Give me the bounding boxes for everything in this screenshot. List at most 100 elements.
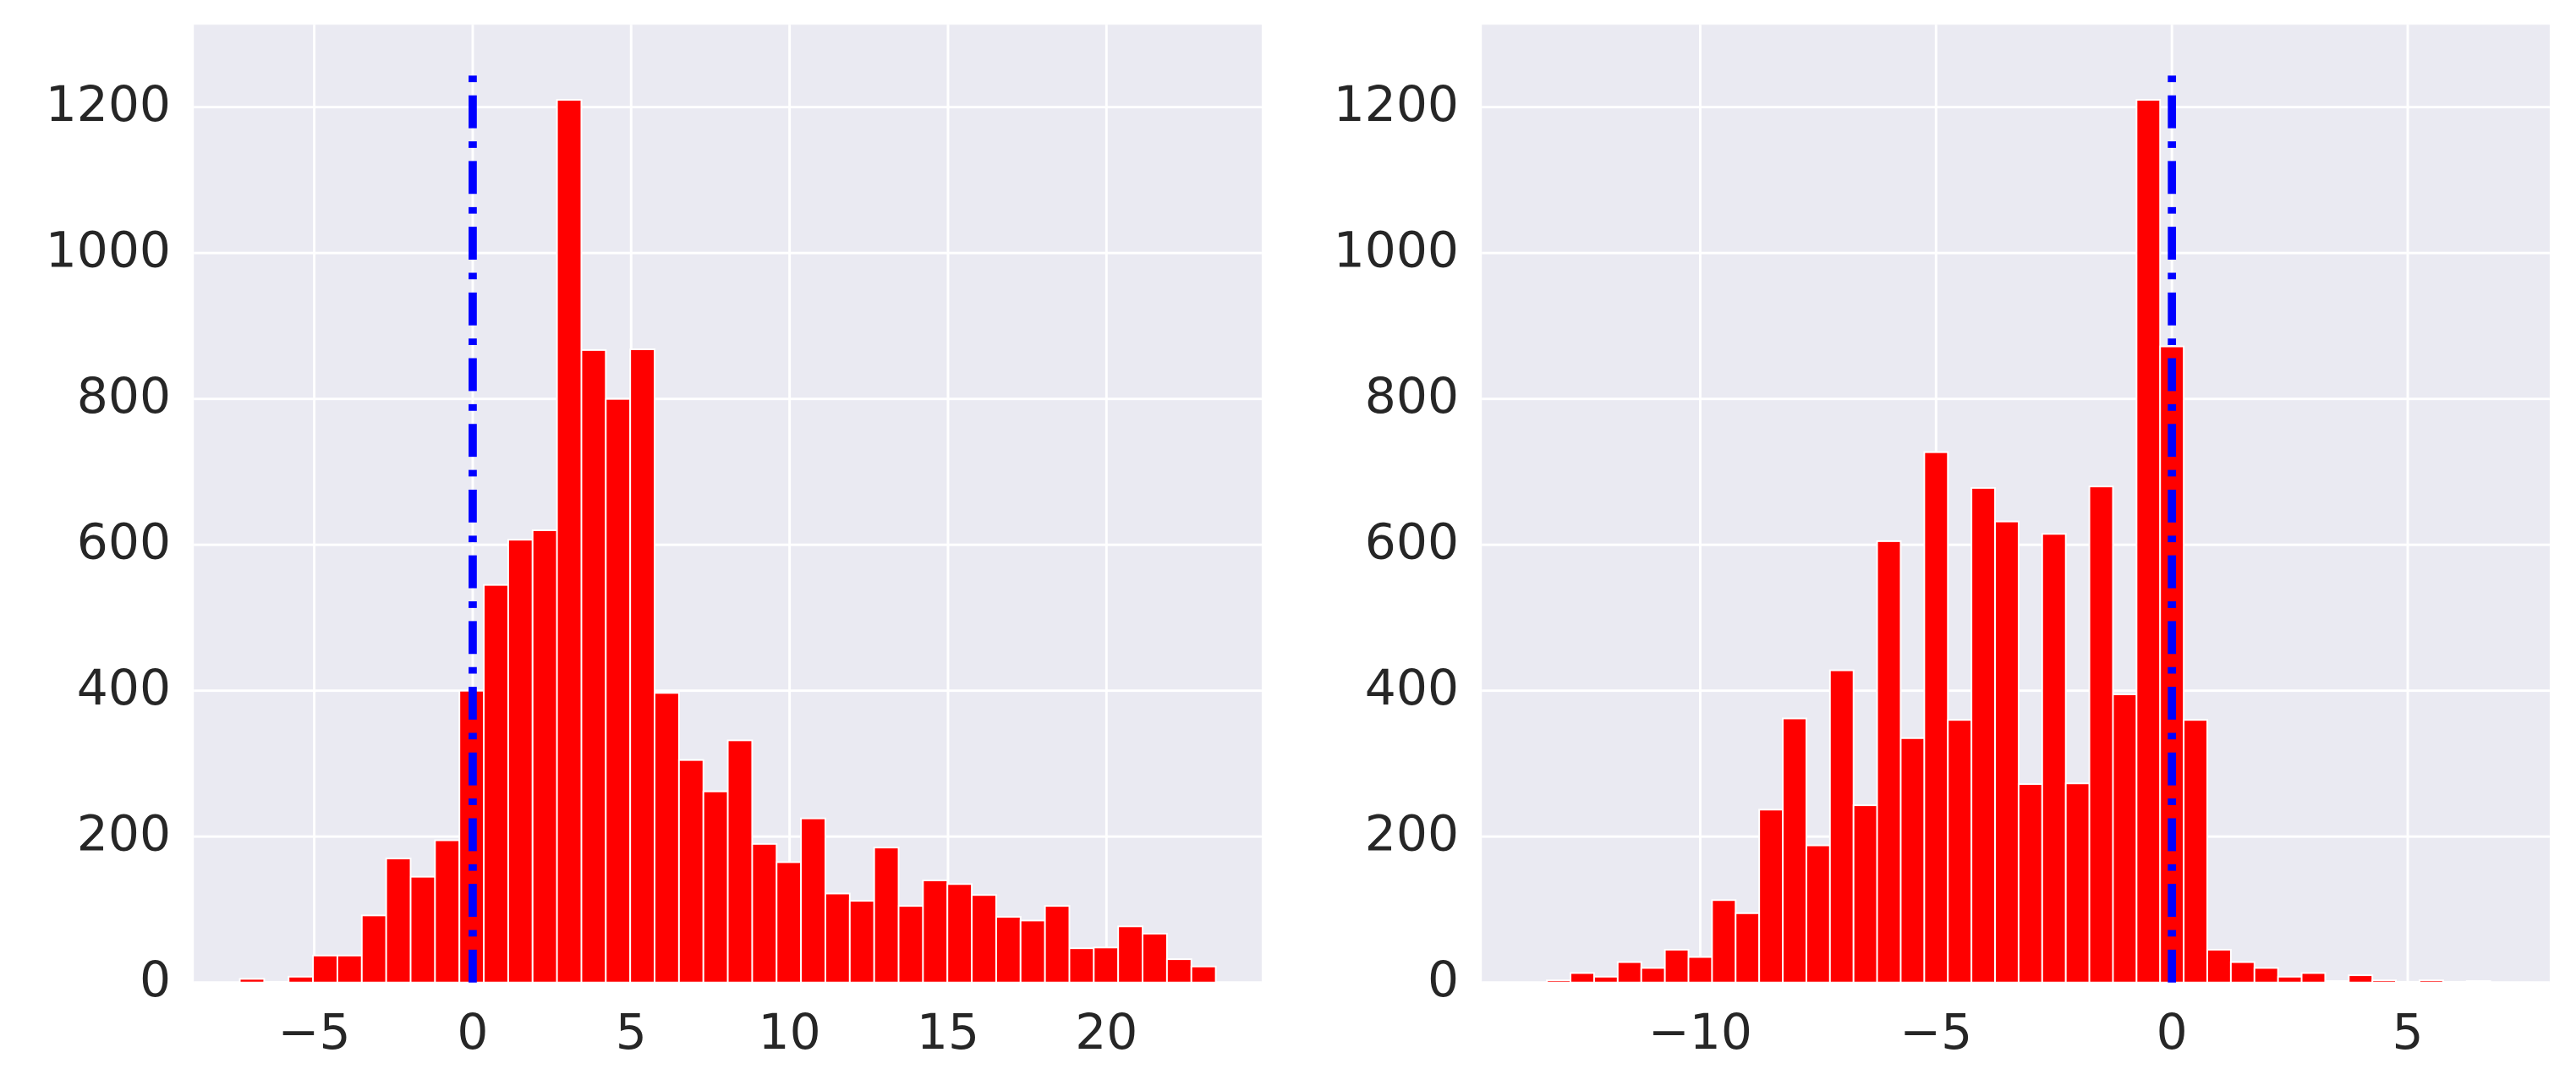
bar (726, 739, 754, 984)
bar (2112, 694, 2138, 984)
bar (2253, 967, 2279, 984)
y-tick-label: 800 (77, 367, 171, 425)
x-tick-label: −10 (1648, 1003, 1752, 1061)
bar (1758, 809, 1784, 984)
bar (751, 842, 778, 984)
y-tick-label: 0 (140, 951, 171, 1008)
bar (776, 861, 803, 984)
y-tick-label: 600 (77, 513, 171, 570)
bar (434, 839, 461, 984)
bar (1852, 804, 1878, 984)
bar (1640, 967, 1666, 984)
bar (385, 858, 412, 984)
bar (1828, 669, 1855, 984)
bar (848, 900, 875, 984)
y-tick-label: 600 (1365, 513, 1459, 570)
bar (800, 817, 826, 984)
bar (2419, 979, 2444, 984)
x-tick-label: 0 (457, 1003, 488, 1061)
bar (312, 954, 338, 984)
bar (263, 980, 290, 984)
bar (238, 978, 266, 984)
x-tick-label: 0 (2157, 1003, 2188, 1061)
bar (483, 584, 509, 984)
bar (507, 539, 534, 984)
bar (1805, 844, 1831, 984)
bar (1687, 956, 1713, 984)
bar (2206, 948, 2232, 984)
bar (605, 397, 632, 984)
y-tick-label: 200 (77, 804, 171, 862)
bar (1876, 540, 1902, 984)
bar (1663, 948, 1690, 984)
bar (946, 883, 973, 984)
bar (1782, 717, 1807, 984)
bar (1142, 932, 1168, 984)
bar (2229, 961, 2255, 984)
bar (2041, 533, 2067, 984)
bar (1093, 946, 1120, 984)
bar (2277, 975, 2303, 984)
bar (971, 894, 997, 984)
bar (580, 348, 607, 984)
y-tick-label: 1000 (1334, 221, 1459, 278)
bar (2442, 980, 2468, 984)
x-tick-label: 20 (1075, 1003, 1137, 1061)
y-tick-label: 400 (77, 659, 171, 716)
y-tick-label: 800 (1365, 367, 1459, 425)
x-tick-label: 5 (616, 1003, 647, 1061)
bar (702, 790, 729, 984)
bar (654, 692, 680, 984)
bar (2465, 980, 2491, 984)
bar (531, 529, 558, 984)
bar (1019, 919, 1046, 984)
bar (1947, 719, 1973, 984)
bar (1068, 947, 1095, 984)
bar (2183, 719, 2208, 984)
bar (2064, 782, 2091, 984)
bar (995, 916, 1022, 984)
bar (677, 759, 704, 984)
bar (825, 892, 851, 984)
bar (1735, 912, 1761, 984)
bar (1616, 961, 1642, 984)
bar (1711, 899, 1737, 984)
bar (1923, 451, 1949, 984)
bar (1117, 925, 1144, 984)
bar (288, 975, 315, 984)
bar (409, 875, 436, 984)
y-tick-label: 1200 (46, 75, 171, 133)
bar (922, 880, 949, 984)
bar (629, 348, 655, 984)
bar (1190, 965, 1217, 984)
bar (873, 847, 900, 984)
bar (556, 99, 583, 984)
bar (897, 905, 924, 984)
bar (360, 914, 387, 984)
x-tick-label: 15 (917, 1003, 979, 1061)
y-tick-label: 1200 (1334, 75, 1459, 133)
bar (2088, 485, 2114, 984)
bar (1570, 972, 1595, 984)
bar (1899, 737, 1926, 984)
bar (1592, 975, 1619, 984)
bar (1546, 979, 1572, 984)
bar (336, 954, 363, 984)
bar (2324, 980, 2350, 984)
y-tick-label: 0 (1428, 951, 1459, 1008)
bar (1970, 486, 1997, 984)
bar (2300, 972, 2327, 984)
x-tick-label: 10 (759, 1003, 821, 1061)
bar (2017, 783, 2043, 984)
x-tick-label: 5 (2392, 1003, 2424, 1061)
bar (2395, 980, 2420, 984)
bar (1994, 520, 2020, 984)
bar (2348, 974, 2374, 984)
y-tick-label: 400 (1365, 659, 1459, 716)
bar (1165, 958, 1192, 984)
bar (2135, 99, 2162, 984)
x-tick-label: −5 (1899, 1003, 1972, 1061)
y-tick-label: 1000 (46, 221, 171, 278)
bar (2371, 979, 2398, 984)
